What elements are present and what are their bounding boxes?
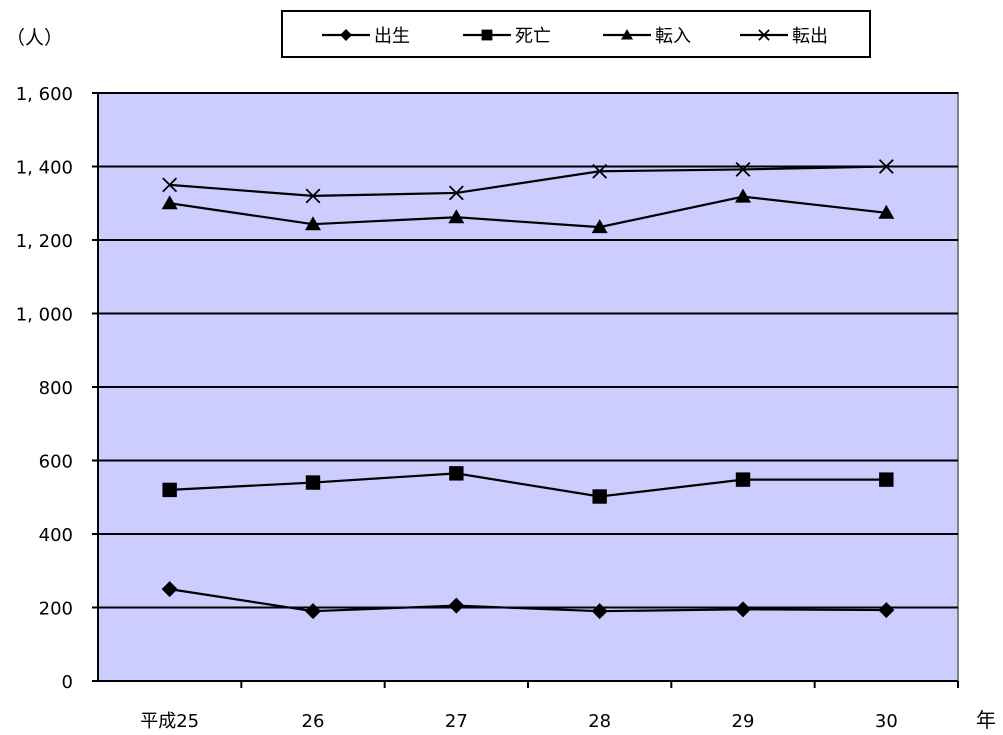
data-point [161,581,178,598]
y-tick-label: 1, 200 [16,231,73,252]
x-mark-stroke [448,185,464,201]
series-square [162,466,894,504]
data-point [449,466,464,481]
x-mark-stroke [162,177,178,193]
legend: 出生 死亡 転入 転出 [281,10,871,58]
data-point [591,603,608,620]
legend-item: 転出 [740,26,828,47]
y-tick-label: 1, 400 [16,158,73,179]
data-point [162,177,178,193]
y-tick-label: 1, 600 [16,84,73,105]
x-mark-stroke [735,162,751,177]
axes [92,92,959,688]
legend-label: 転入 [655,26,691,47]
x-tick-label: 27 [445,711,468,732]
series-x [162,159,894,204]
data-point [735,188,751,203]
series-line [169,472,887,498]
data-point [735,472,751,487]
data-point [161,195,178,210]
y-tick-label: 800 [39,378,73,399]
data-point [305,216,321,231]
legend-item: 転入 [603,26,691,47]
data-point [305,475,321,490]
legend-item: 死亡 [463,26,551,47]
data-point [735,601,751,618]
x-mark-stroke [592,163,608,179]
data-point [448,209,465,224]
data-point [592,489,607,504]
data-point [758,29,770,41]
data-point [340,29,352,41]
data-point [305,188,321,204]
series-diamond [161,581,895,620]
legend-item: 出生 [322,26,410,47]
series-line [169,588,887,613]
x-tick-label: 平成25 [140,711,199,732]
data-point [735,162,751,177]
x-tick-label: 30 [875,711,898,732]
data-point [879,472,894,487]
x-mark-stroke [305,188,321,204]
x-axis-label: 年 [976,708,996,732]
data-point [448,185,464,201]
y-tick-label: 1, 000 [16,305,73,326]
series-line [169,195,887,229]
series-triangle [161,188,895,234]
y-tick-label: 600 [39,452,73,473]
legend-label: 死亡 [515,26,551,47]
x-tick-labels: 平成25 26 27 28 29 30 [140,711,898,732]
data-point [162,482,177,498]
series-line [169,165,887,198]
y-axis-label: （人） [6,27,63,49]
y-tick-label: 400 [39,525,73,546]
data-point [878,602,895,619]
data-point [305,603,321,620]
legend-label: 出生 [374,26,410,47]
x-tick-label: 26 [302,711,325,732]
x-tick-label: 29 [732,711,755,732]
data-point [878,204,895,219]
y-tick-labels: 0 200 400 600 800 1, 000 1, 200 1, 400 1, 600 [16,84,73,693]
data-point [448,597,465,614]
y-tick-label: 200 [39,599,73,620]
data-point [878,159,894,174]
y-tick-label: 0 [62,672,73,693]
x-mark-stroke [758,29,770,41]
series-group [161,159,895,620]
x-mark-stroke [878,159,894,174]
data-point [621,29,633,40]
data-point [591,219,608,234]
x-tick-label: 28 [588,711,611,732]
data-point [592,163,608,179]
data-point [481,29,493,41]
legend-label: 転出 [792,26,828,47]
gridlines [98,92,958,609]
